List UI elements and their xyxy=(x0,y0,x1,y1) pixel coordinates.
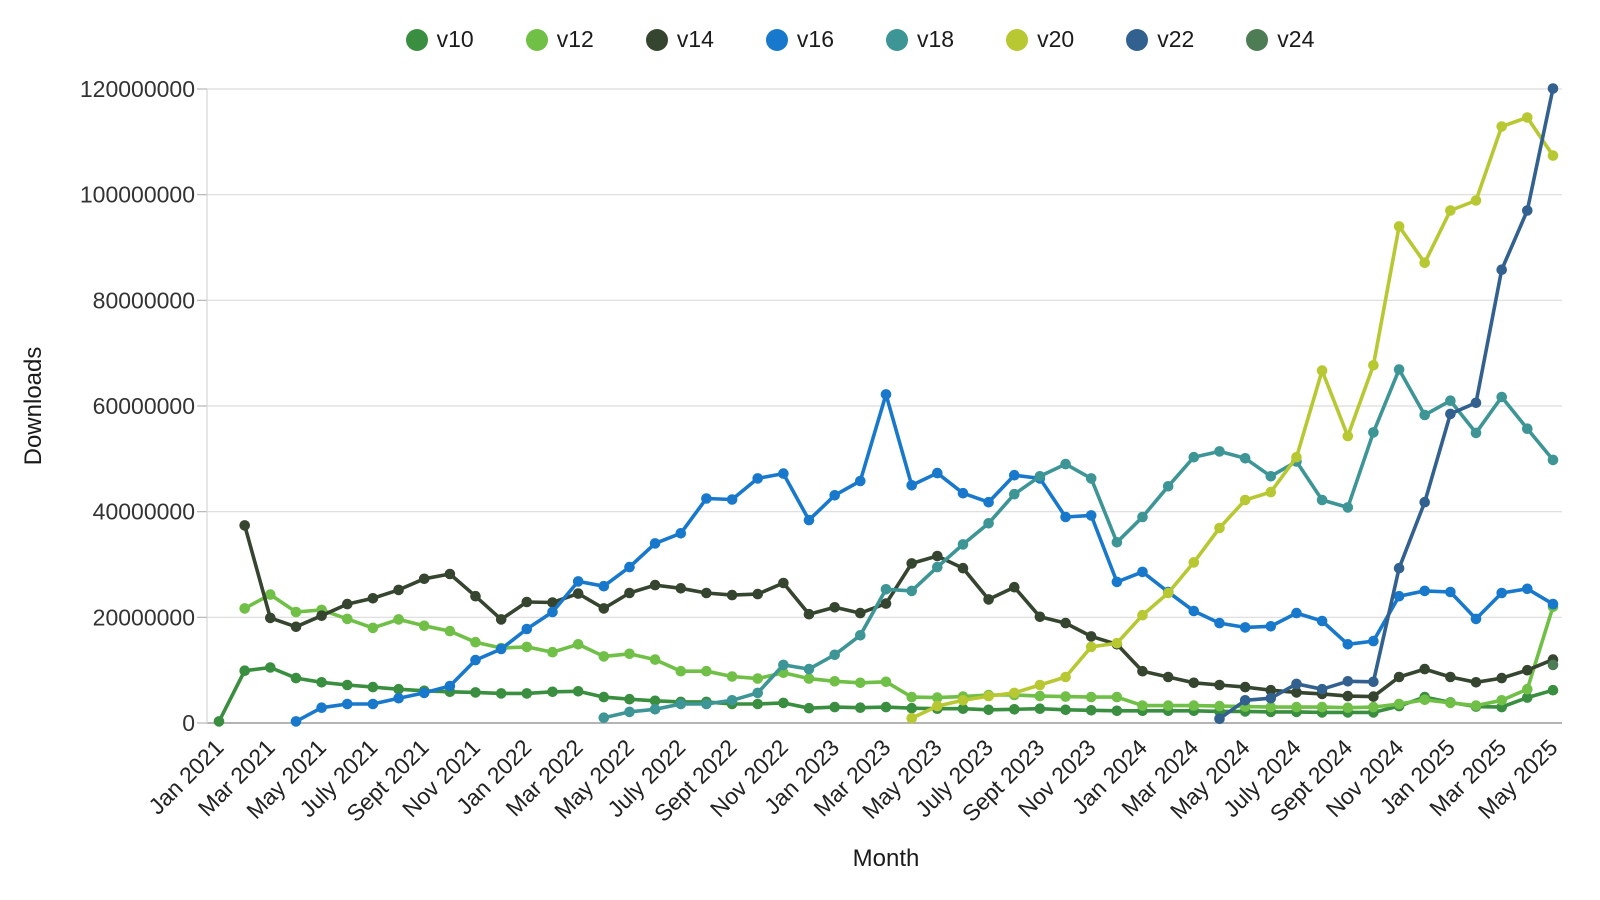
series-v18 xyxy=(598,364,1559,723)
legend-swatch-v18 xyxy=(886,28,908,51)
legend-label-v20: v20 xyxy=(1037,26,1075,52)
y-axis-labels: 0 20000000 40000000 60000000 80000000 1000000… xyxy=(80,76,195,736)
svg-text:100000000: 100000000 xyxy=(80,182,195,208)
svg-text:20000000: 20000000 xyxy=(93,604,195,630)
legend-swatch-v12 xyxy=(525,28,548,51)
legend-label-v16: v16 xyxy=(796,26,834,52)
legend-label-v12: v12 xyxy=(556,26,594,52)
legend-item-v24[interactable]: v24 xyxy=(1246,28,1314,51)
svg-text:0: 0 xyxy=(182,710,195,736)
legend-item-v18[interactable]: v18 xyxy=(886,28,954,51)
legend-item-v22[interactable]: v22 xyxy=(1126,28,1194,51)
svg-text:80000000: 80000000 xyxy=(93,287,195,313)
series-v20 xyxy=(906,112,1559,724)
series-v12 xyxy=(239,589,1559,713)
legend-item-v14[interactable]: v14 xyxy=(645,26,714,52)
legend-swatch-v20 xyxy=(1006,28,1029,51)
svg-text:40000000: 40000000 xyxy=(93,499,195,525)
legend-item-v16[interactable]: v16 xyxy=(765,26,834,52)
legend-swatch-v16 xyxy=(765,28,788,51)
series-v14 xyxy=(239,520,1559,702)
legend-item-v12[interactable]: v12 xyxy=(525,26,594,52)
legend-label-v14: v14 xyxy=(676,26,714,52)
legend-label-v24: v24 xyxy=(1277,26,1315,52)
series-v16 xyxy=(290,389,1559,727)
legend-swatch-v14 xyxy=(645,28,668,51)
svg-text:60000000: 60000000 xyxy=(93,393,195,419)
legend: v10 v12 v14 v16 v18 v20 v22 v24 xyxy=(60,28,1600,51)
series-v24 xyxy=(1547,659,1559,671)
legend-label-v22: v22 xyxy=(1157,26,1195,52)
legend-item-v20[interactable]: v20 xyxy=(1006,28,1074,51)
legend-label-v10: v10 xyxy=(436,26,474,52)
svg-text:120000000: 120000000 xyxy=(80,76,195,102)
x-axis-title: Month xyxy=(852,845,920,872)
legend-item-v10[interactable]: v10 xyxy=(405,26,474,52)
y-axis-title: Downloads xyxy=(20,346,47,466)
legend-label-v18: v18 xyxy=(917,26,955,52)
series-v22 xyxy=(1214,83,1559,725)
legend-swatch-v10 xyxy=(405,28,428,51)
legend-swatch-v22 xyxy=(1126,28,1149,51)
legend-swatch-v24 xyxy=(1246,28,1269,51)
